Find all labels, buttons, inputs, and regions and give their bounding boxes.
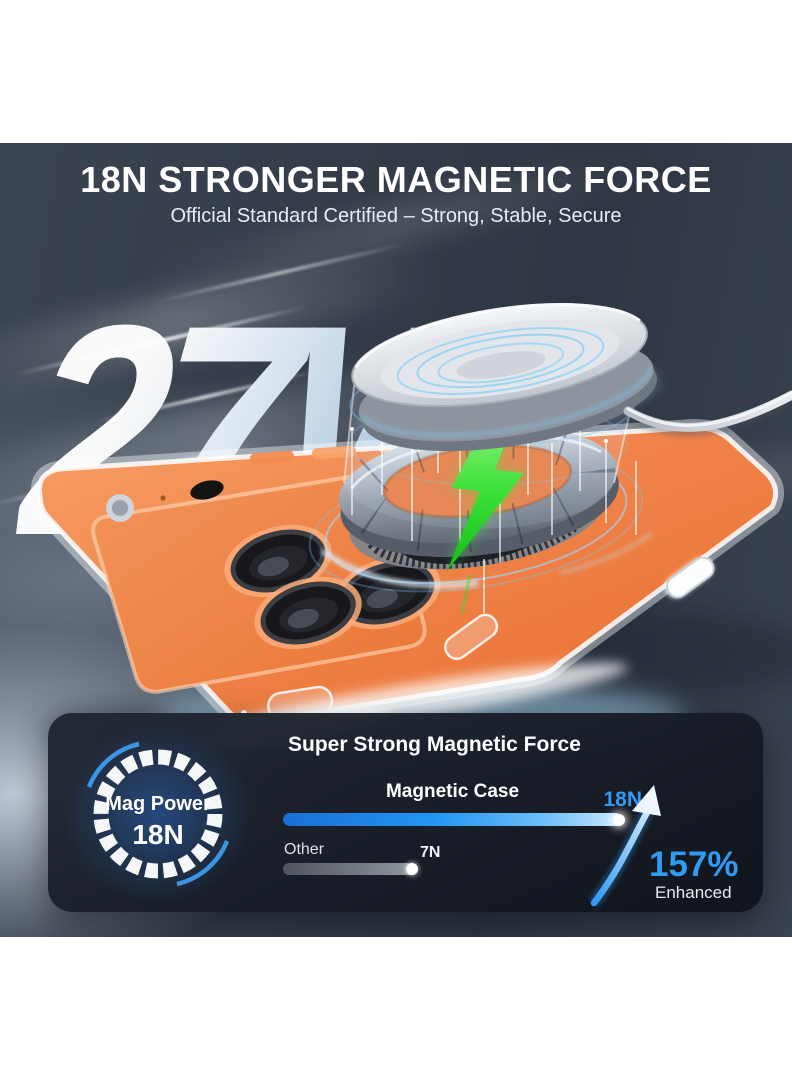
- bar-fill-other: [283, 863, 418, 875]
- bar-value-other: 7N: [420, 844, 441, 861]
- badge-glow: [56, 717, 260, 911]
- mic-dot: [160, 495, 166, 501]
- bar-dot: [406, 863, 418, 875]
- magsafe-charger: [351, 302, 659, 452]
- bar-track-other: [283, 863, 622, 875]
- scene: 18N STRONGER MAGNETIC FORCE Official Sta…: [0, 143, 792, 937]
- flash-inner: [112, 500, 128, 516]
- bar-label-magnetic-case: Magnetic Case: [385, 781, 520, 802]
- bar-value-magnetic-case: 18N: [603, 788, 642, 811]
- case-button: [443, 613, 499, 661]
- bar-track-magnetic-case: [283, 813, 625, 826]
- page-subtitle: Official Standard Certified – Strong, St…: [170, 205, 622, 227]
- glow-arc: [86, 741, 140, 788]
- enhancement-caption: Enhanced: [655, 883, 732, 902]
- camera-cutout: [190, 480, 224, 500]
- bar-fill-magnetic-case: [283, 813, 625, 826]
- page-title: 18N STRONGER MAGNETIC FORCE: [80, 159, 712, 200]
- case-button-glowing: [665, 556, 715, 599]
- charging-cable: [623, 390, 792, 437]
- glow-arc: [176, 840, 230, 887]
- mag-power-badge-ring: [86, 741, 230, 887]
- camera-lenses: [224, 524, 441, 650]
- case-side-buttons-top: [250, 441, 404, 465]
- mag-power-label: Mag Power: [105, 793, 211, 815]
- comparison-heading: Super Strong Magnetic Force: [288, 733, 581, 756]
- bar-dot: [613, 813, 625, 826]
- magnet-segment-ring: [93, 749, 223, 879]
- bar-label-other: Other: [284, 841, 325, 858]
- enhancement-percent: 157%: [649, 845, 739, 884]
- growth-arrow-icon: [588, 785, 661, 907]
- mag-power-value: 18N: [132, 819, 184, 850]
